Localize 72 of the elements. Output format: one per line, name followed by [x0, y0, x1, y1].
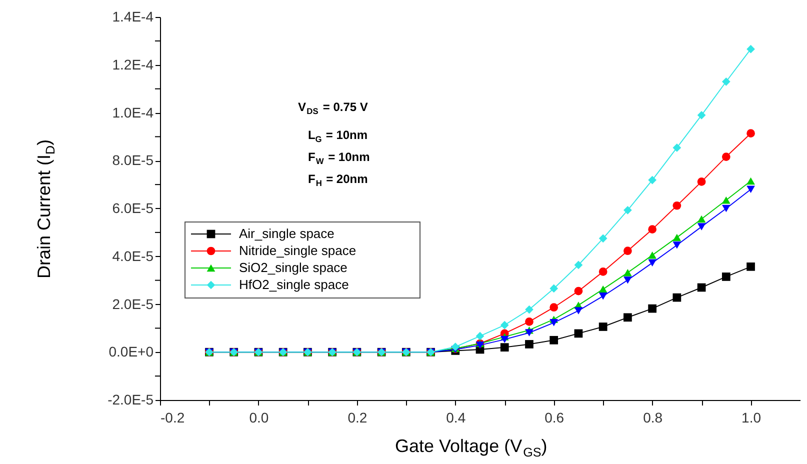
y-tick-label: 0.0E+0	[108, 344, 154, 360]
point	[746, 129, 755, 138]
point	[624, 313, 632, 322]
y-tick-label: 6.0E-5	[112, 200, 154, 216]
point	[672, 293, 682, 302]
x-tick-label: 1.0	[742, 410, 762, 426]
y-tick-label: 1.0E-4	[112, 104, 154, 120]
point	[500, 320, 509, 330]
point	[746, 186, 755, 193]
x-tick-label: -0.2	[160, 410, 185, 426]
y-tick-label: -2.0E-5	[108, 392, 154, 408]
point	[648, 259, 656, 266]
x-tick-label: 0.0	[249, 410, 269, 426]
point	[624, 269, 632, 276]
point	[672, 201, 682, 210]
point	[697, 223, 706, 230]
point	[598, 234, 608, 243]
point	[574, 329, 583, 338]
point	[672, 234, 682, 242]
point	[598, 286, 608, 293]
point	[672, 242, 682, 249]
point	[598, 292, 608, 300]
y-tick-label: 8.0E-5	[112, 152, 154, 168]
y-tick-label: 1.2E-4	[112, 56, 154, 72]
point	[746, 262, 755, 271]
point	[624, 276, 632, 284]
point	[722, 196, 730, 204]
x-tick-label: 0.2	[348, 410, 368, 426]
legend-label: Air_single space	[239, 226, 334, 241]
point	[574, 260, 583, 270]
point	[550, 319, 558, 326]
legend-label: SiO2_single space	[239, 260, 348, 275]
point	[525, 340, 534, 348]
point	[648, 176, 656, 184]
point	[746, 177, 755, 185]
x-tick-label: 0.6	[544, 410, 564, 426]
point	[648, 252, 656, 259]
point	[722, 77, 730, 86]
point	[672, 144, 682, 152]
point	[574, 307, 583, 314]
point	[574, 286, 583, 296]
point	[525, 318, 534, 326]
point	[746, 44, 755, 54]
point	[697, 283, 706, 292]
point	[722, 204, 730, 212]
legend-label: HfO2_single space	[239, 277, 349, 292]
point	[697, 215, 706, 223]
y-tick-label: 4.0E-5	[112, 248, 154, 264]
legend-label: Nitride_single space	[239, 243, 356, 258]
point	[500, 343, 509, 352]
x-tick-label: 0.4	[446, 410, 466, 426]
point	[722, 152, 730, 161]
point	[697, 178, 706, 186]
point	[550, 336, 558, 344]
point	[550, 284, 558, 293]
y-axis-title: Drain Current (ID)	[34, 139, 58, 278]
point	[598, 322, 608, 331]
point	[722, 272, 730, 281]
point	[525, 305, 534, 314]
point	[697, 110, 706, 120]
point	[648, 304, 656, 313]
point	[624, 206, 632, 214]
point	[525, 329, 534, 336]
y-tick-label: 2.0E-5	[112, 296, 154, 312]
point	[648, 225, 656, 234]
point	[476, 332, 484, 340]
point	[598, 268, 608, 276]
point	[550, 303, 558, 312]
y-tick-label: 1.4E-4	[112, 8, 154, 24]
point	[500, 336, 509, 344]
point	[624, 246, 632, 256]
x-tick-label: 0.8	[643, 410, 663, 426]
